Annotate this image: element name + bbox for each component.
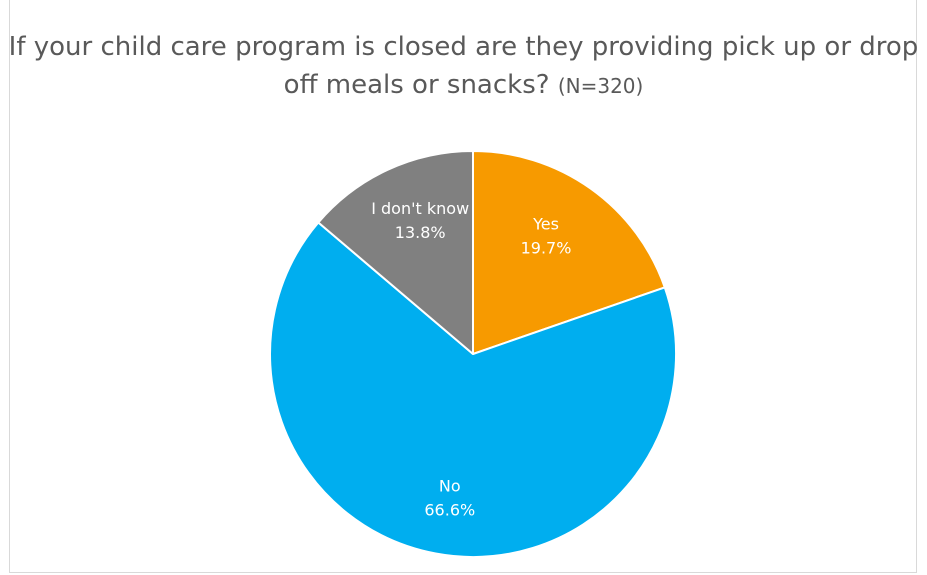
data-label-name: I don't know (371, 199, 469, 218)
chart-title-n: (N=320) (557, 74, 644, 98)
data-label-no: No 66.6% (424, 477, 475, 520)
data-label-value: 19.7% (521, 238, 572, 257)
data-label-name: No (439, 477, 461, 496)
data-label-name: Yes (532, 214, 559, 233)
data-label-value: 13.8% (395, 223, 446, 242)
data-label-value: 66.6% (424, 501, 475, 520)
pie-slice-i-don-t-know (317, 150, 474, 355)
chart-title: If your child care program is closed are… (0, 28, 927, 105)
data-label-i-don-t-know: I don't know 13.8% (371, 199, 469, 242)
pie-slice-no (269, 221, 677, 558)
chart-title-main: If your child care program is closed are… (8, 32, 919, 100)
data-label-yes: Yes 19.7% (521, 214, 572, 257)
